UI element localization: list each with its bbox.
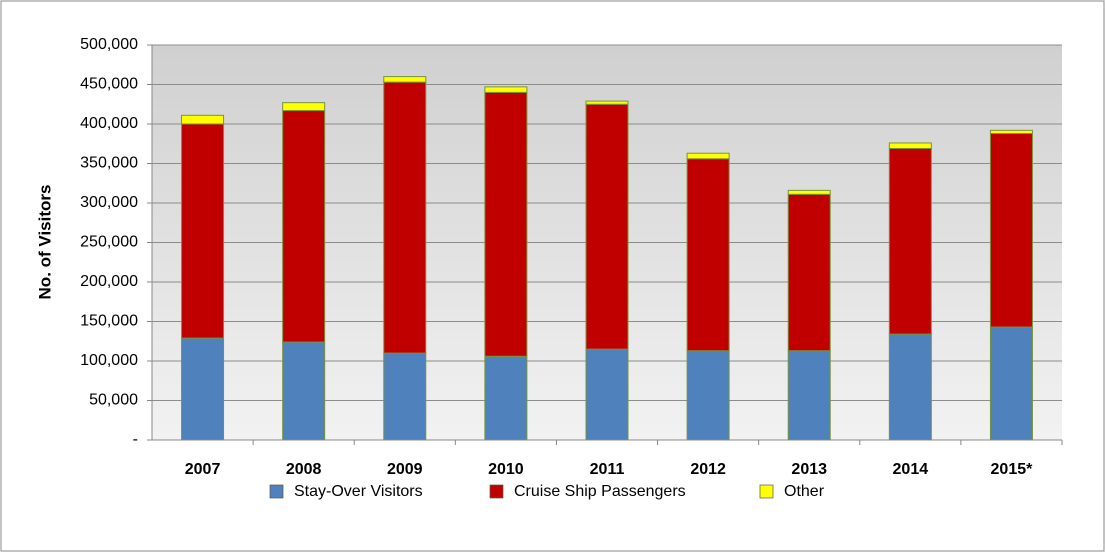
legend-swatch [489,484,504,499]
legend-swatch [759,484,774,499]
x-tick-label: 2013 [791,461,827,478]
bar-segment [787,189,831,195]
bar-segment [282,110,326,343]
y-tick-label: 200,000 [80,273,138,290]
bar-segment [585,103,629,350]
y-tick-label: 500,000 [80,36,138,53]
bar-segment [181,123,225,339]
bar-segment [989,326,1033,441]
bar-segment [989,129,1033,134]
y-axis-label: No. of Visitors [35,185,54,300]
legend-label: Other [784,483,825,500]
x-tick-label: 2015* [991,461,1034,478]
legend-label: Stay-Over Visitors [294,483,423,500]
y-tick-label: 50,000 [89,392,138,409]
bar-segment [787,193,831,352]
y-tick-label: 450,000 [80,76,138,93]
x-tick-label: 2007 [185,461,221,478]
x-tick-label: 2014 [893,461,929,478]
y-tick-label: 400,000 [80,115,138,132]
x-tick-label: 2010 [488,461,524,478]
y-tick-label: 350,000 [80,155,138,172]
y-tick-label: 150,000 [80,313,138,330]
bar-segment [787,350,831,441]
bar-segment [282,102,326,112]
bar-segment [989,132,1033,328]
bar-segment [383,81,427,354]
x-tick-label: 2012 [690,461,726,478]
y-tick-label: 250,000 [80,234,138,251]
bar-segment [383,76,427,83]
bar-segment [686,158,730,352]
x-tick-label: 2008 [286,461,322,478]
bar-segment [888,147,932,335]
bar-segment [585,100,629,105]
y-tick-label: 300,000 [80,194,138,211]
bar-segment [484,91,528,357]
bar-segment [383,352,427,441]
bar-segment [484,355,528,441]
bar-segment [686,350,730,441]
bar-segment [484,86,528,93]
bar-segment [888,333,932,441]
x-tick-label: 2011 [590,461,625,478]
bar-segment [282,341,326,441]
x-tick-label: 2009 [387,461,423,478]
bar-segment [181,114,225,125]
bar-segment [585,348,629,441]
y-tick-label: 100,000 [80,352,138,369]
bar-segment [686,152,730,160]
bar-segment [888,142,932,149]
legend-swatch [269,484,284,499]
y-tick-label: - [133,431,138,448]
legend-label: Cruise Ship Passengers [514,483,686,500]
bar-segment [181,337,225,441]
